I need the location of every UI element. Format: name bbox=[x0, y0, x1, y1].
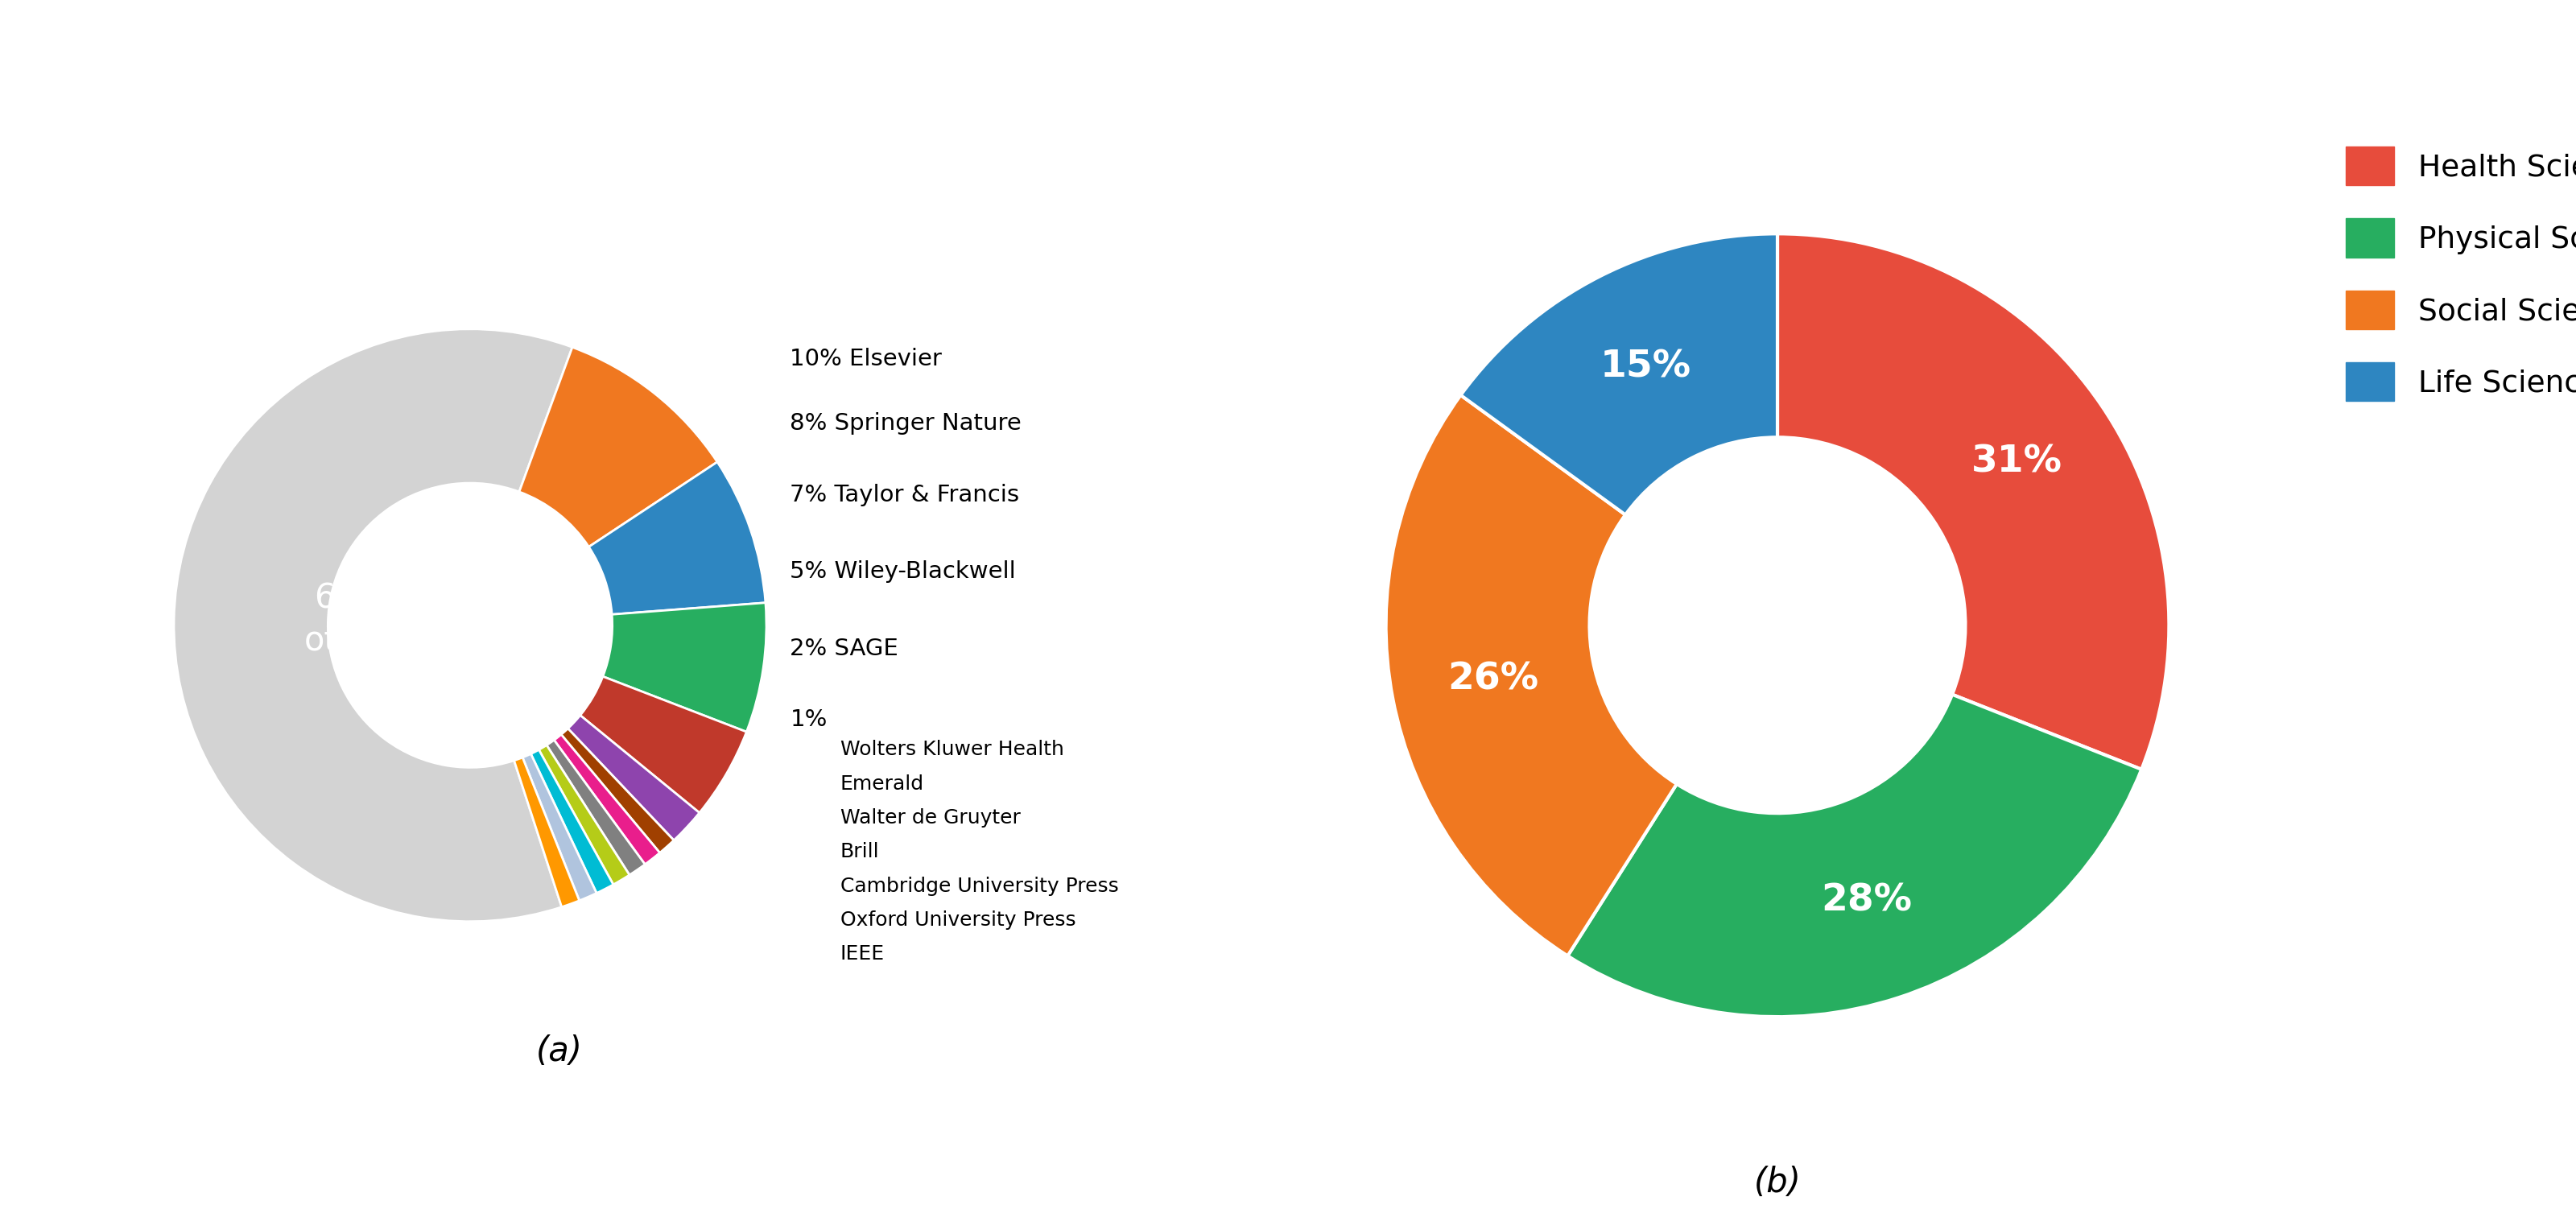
Text: Emerald: Emerald bbox=[840, 774, 925, 793]
Text: 5% Wiley-Blackwell: 5% Wiley-Blackwell bbox=[791, 560, 1015, 584]
Text: Wolters Kluwer Health: Wolters Kluwer Health bbox=[840, 741, 1064, 759]
Wedge shape bbox=[562, 728, 675, 853]
Text: 7% Taylor & Francis: 7% Taylor & Francis bbox=[791, 483, 1020, 506]
Text: Oxford University Press: Oxford University Press bbox=[840, 911, 1077, 929]
Text: (b): (b) bbox=[1754, 1166, 1801, 1199]
Wedge shape bbox=[554, 734, 659, 864]
Wedge shape bbox=[590, 462, 765, 614]
Wedge shape bbox=[1386, 395, 1677, 956]
Wedge shape bbox=[1461, 234, 1777, 515]
Wedge shape bbox=[567, 715, 701, 840]
Text: Brill: Brill bbox=[840, 842, 878, 862]
Text: 2% SAGE: 2% SAGE bbox=[791, 638, 899, 661]
Text: 10% Elsevier: 10% Elsevier bbox=[791, 347, 943, 370]
Text: 26%: 26% bbox=[1448, 662, 1538, 698]
Text: 28%: 28% bbox=[1821, 883, 1911, 920]
Text: 1%: 1% bbox=[791, 709, 827, 732]
Wedge shape bbox=[1569, 694, 2141, 1016]
Text: 8% Springer Nature: 8% Springer Nature bbox=[791, 413, 1023, 435]
Wedge shape bbox=[1777, 234, 2169, 770]
Wedge shape bbox=[580, 677, 747, 813]
Wedge shape bbox=[520, 347, 716, 547]
Text: (a): (a) bbox=[536, 1034, 582, 1068]
Wedge shape bbox=[538, 745, 629, 885]
Wedge shape bbox=[531, 750, 613, 894]
Text: Cambridge University Press: Cambridge University Press bbox=[840, 877, 1118, 896]
Wedge shape bbox=[546, 741, 644, 875]
Text: IEEE: IEEE bbox=[840, 944, 884, 964]
Text: 60 %
others: 60 % others bbox=[304, 581, 412, 657]
Text: 15%: 15% bbox=[1600, 349, 1692, 385]
Wedge shape bbox=[175, 329, 572, 922]
Text: Walter de Gruyter: Walter de Gruyter bbox=[840, 808, 1020, 828]
Wedge shape bbox=[515, 758, 580, 907]
Wedge shape bbox=[523, 754, 598, 901]
Legend: Health Sciences, Physical Sciences, Social Sciences, Life Sciences: Health Sciences, Physical Sciences, Soci… bbox=[2331, 131, 2576, 417]
Wedge shape bbox=[603, 603, 765, 732]
Text: 31%: 31% bbox=[1971, 444, 2063, 481]
